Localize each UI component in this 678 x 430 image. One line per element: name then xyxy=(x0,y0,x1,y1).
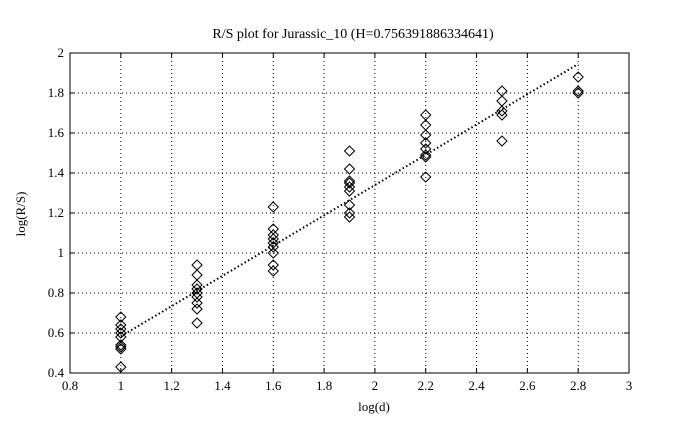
data-point-diamond xyxy=(420,171,432,183)
x-tick-label: 1 xyxy=(118,378,125,393)
data-points xyxy=(115,71,584,373)
data-point-diamond xyxy=(496,105,508,117)
x-tick-labels: 0.8 1 1.2 1.4 1.6 1.8 2 2.2 2.4 2.6 2.8 3 xyxy=(62,378,632,393)
grid xyxy=(70,53,629,373)
y-tick-label: 1.6 xyxy=(48,125,65,140)
data-point-diamond xyxy=(191,297,203,309)
x-tick-label: 2.6 xyxy=(519,378,536,393)
data-point-diamond xyxy=(267,265,279,277)
y-tick-label: 0.8 xyxy=(48,285,64,300)
y-tick-label: 0.6 xyxy=(48,325,65,340)
x-tick-label: 3 xyxy=(626,378,633,393)
data-point-diamond xyxy=(343,175,356,187)
fit-line xyxy=(120,63,579,338)
data-point-diamond xyxy=(420,129,432,141)
data-point-diamond xyxy=(420,109,432,121)
y-axis-label: log(R/S) xyxy=(13,192,28,237)
y-tick-label: 1 xyxy=(58,245,65,260)
y-tick-label: 0.4 xyxy=(48,365,65,380)
data-point-diamond xyxy=(115,361,127,373)
data-point-diamond xyxy=(343,145,356,157)
data-point-diamond xyxy=(343,181,356,193)
data-point-diamond xyxy=(420,151,432,163)
data-point-diamond xyxy=(496,85,508,97)
data-point-diamond xyxy=(420,149,432,161)
data-point-diamond xyxy=(496,109,508,121)
data-point-diamond xyxy=(191,317,203,329)
y-tick-labels: 0.4 0.6 0.8 1 1.2 1.4 1.6 1.8 2 xyxy=(48,45,65,380)
x-tick-label: 1.4 xyxy=(214,378,231,393)
y-tick-label: 1.2 xyxy=(48,205,64,220)
y-tick-label: 2 xyxy=(58,45,65,60)
chart-title: R/S plot for Jurassic_10 (H=0.7563918863… xyxy=(212,27,494,42)
data-point-diamond xyxy=(572,87,584,99)
x-tick-label: 0.8 xyxy=(62,378,78,393)
data-point-diamond xyxy=(115,311,127,323)
x-axis-label: log(d) xyxy=(358,399,390,414)
y-tick-label: 1.8 xyxy=(48,85,64,100)
data-point-diamond xyxy=(420,119,432,131)
x-tick-label: 2.8 xyxy=(570,378,586,393)
data-point-diamond xyxy=(191,279,203,291)
data-point-diamond xyxy=(572,71,584,83)
data-point-diamond xyxy=(115,341,127,353)
y-tick-label: 1.4 xyxy=(48,165,65,180)
x-tick-label: 1.2 xyxy=(164,378,180,393)
data-point-diamond xyxy=(496,95,508,107)
data-point-diamond xyxy=(115,319,127,331)
data-point-diamond xyxy=(115,339,127,351)
data-point-diamond xyxy=(343,177,356,189)
data-point-diamond xyxy=(496,135,508,147)
data-point-diamond xyxy=(267,259,279,271)
axis-ticks xyxy=(69,52,630,374)
x-tick-label: 1.8 xyxy=(316,378,332,393)
data-point-diamond xyxy=(420,143,432,155)
data-point-diamond xyxy=(343,207,356,219)
x-tick-label: 2.4 xyxy=(468,378,485,393)
data-point-diamond xyxy=(267,247,279,259)
x-tick-label: 2.2 xyxy=(418,378,434,393)
data-point-diamond xyxy=(343,199,356,211)
data-point-diamond xyxy=(191,303,203,315)
data-point-diamond xyxy=(267,223,279,235)
plot-frame xyxy=(69,52,630,374)
data-point-diamond xyxy=(420,137,432,149)
data-point-diamond xyxy=(343,163,356,175)
data-point-diamond xyxy=(572,85,584,97)
data-point-diamond xyxy=(191,269,203,281)
x-tick-label: 2 xyxy=(372,378,379,393)
data-point-diamond xyxy=(267,201,279,213)
x-tick-label: 1.6 xyxy=(265,378,282,393)
data-point-diamond xyxy=(191,259,203,271)
data-point-diamond xyxy=(267,229,279,241)
